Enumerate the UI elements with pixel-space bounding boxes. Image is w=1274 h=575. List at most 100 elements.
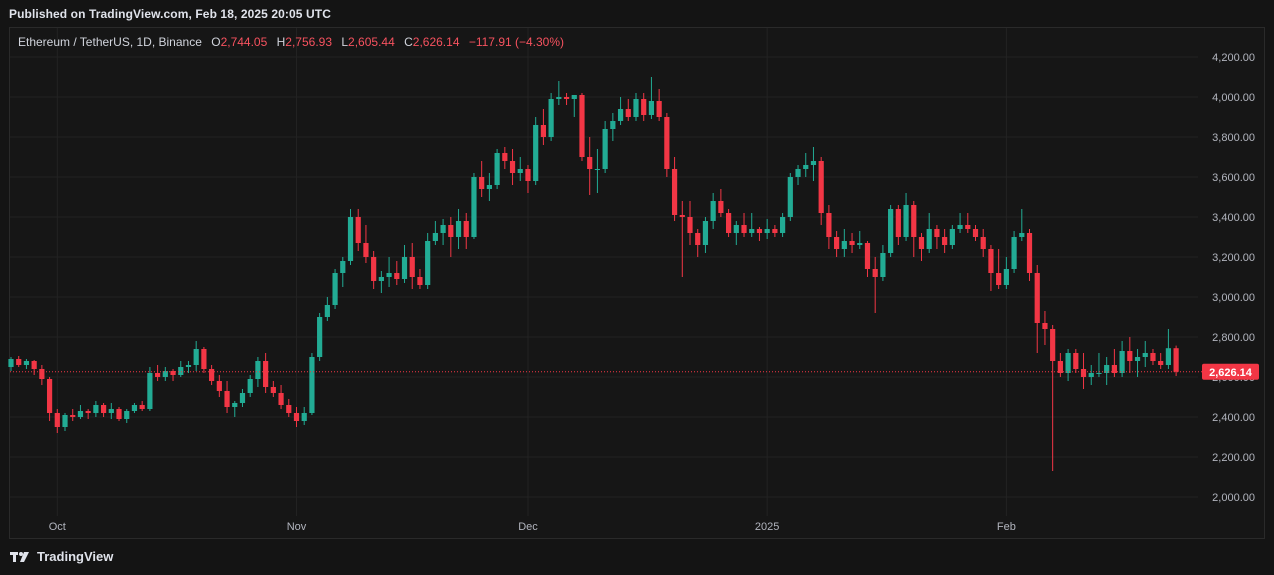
candle <box>648 77 655 119</box>
close-value: 2,626.14 <box>412 35 460 49</box>
price-tick-label: 2,400.00 <box>1212 412 1255 424</box>
candle-body <box>1050 329 1056 361</box>
candle <box>980 229 986 257</box>
candle-body <box>185 365 192 367</box>
candle <box>1142 341 1148 367</box>
candle <box>124 409 130 423</box>
candle <box>903 193 909 241</box>
candle <box>394 261 400 285</box>
last-price-label: 2,626.14 <box>1209 367 1253 379</box>
symbol-legend: Ethereum / TetherUS, 1D, Binance O2,744.… <box>18 35 564 49</box>
candle-body <box>725 213 732 233</box>
candle-body <box>486 185 492 189</box>
candle <box>301 407 307 425</box>
price-tick-label: 3,200.00 <box>1212 252 1255 264</box>
candle <box>803 153 809 177</box>
candle-body <box>494 153 500 185</box>
candle-body <box>409 257 415 277</box>
candle-body <box>293 413 300 421</box>
candle <box>633 93 639 121</box>
candle-body <box>85 411 91 413</box>
price-axis: 2,000.002,200.002,400.002,600.002,800.00… <box>1212 52 1255 504</box>
candle <box>718 189 724 217</box>
candle <box>687 201 693 245</box>
candle-body <box>533 125 539 181</box>
candle <box>695 229 701 257</box>
candle-body <box>386 273 392 277</box>
last-price-marker: 2,626.14 <box>10 363 1259 380</box>
candle <box>1011 231 1017 273</box>
candle <box>911 201 917 257</box>
price-tick-label: 3,600.00 <box>1212 172 1255 184</box>
candle <box>116 407 122 421</box>
time-tick-label: Nov <box>287 521 307 533</box>
close-label: C <box>404 35 413 49</box>
candle-body <box>903 205 909 237</box>
candle-body <box>278 393 284 405</box>
candle <box>232 401 238 417</box>
candle-series <box>8 77 1179 471</box>
candle-body <box>625 109 631 117</box>
candle <box>347 209 354 265</box>
candle-body <box>77 411 84 417</box>
candle-body <box>440 225 446 233</box>
low-label: L <box>341 35 349 49</box>
chart-pane[interactable] <box>9 27 1265 539</box>
candle-body <box>371 257 377 281</box>
candle-body <box>934 229 940 237</box>
candle-body <box>432 233 438 241</box>
candle-body <box>209 369 215 381</box>
candle-body <box>918 237 925 249</box>
candle-body <box>309 357 315 413</box>
candle <box>656 89 662 121</box>
candle <box>610 113 616 141</box>
candle <box>895 205 901 245</box>
candle <box>849 233 855 253</box>
candle <box>571 95 577 117</box>
candle <box>455 209 462 249</box>
candle <box>425 233 431 289</box>
candle-body <box>216 381 222 391</box>
candle-body <box>239 393 246 403</box>
candle <box>178 361 184 377</box>
candle <box>671 157 678 221</box>
candle-body <box>864 243 871 269</box>
candle <box>386 257 392 287</box>
footer-brand[interactable]: TradingView <box>10 549 113 564</box>
candle-body <box>980 237 986 249</box>
candle <box>16 356 22 367</box>
candle-body <box>93 405 99 413</box>
candle-body <box>695 233 701 245</box>
candle-body <box>502 153 508 161</box>
candle-body <box>1096 373 1102 374</box>
candle <box>255 357 261 387</box>
candle <box>247 375 253 397</box>
candle-body <box>664 117 670 169</box>
candle <box>77 405 84 419</box>
candle-body <box>942 237 948 245</box>
candle-body <box>1165 348 1171 365</box>
candle <box>888 205 894 257</box>
candle-body <box>617 109 624 121</box>
candle <box>494 149 500 189</box>
candle <box>263 353 269 393</box>
time-tick-label: Dec <box>518 521 538 533</box>
candle <box>239 389 246 407</box>
candle-body <box>702 221 709 245</box>
price-tick-label: 3,000.00 <box>1212 292 1255 304</box>
candle <box>602 121 608 173</box>
candle <box>293 407 300 427</box>
candle <box>741 213 747 237</box>
candle <box>1119 341 1125 377</box>
candle <box>170 369 176 381</box>
candle <box>880 245 886 281</box>
open-label: O <box>211 35 221 49</box>
candle-body <box>355 217 361 243</box>
candle-body <box>417 277 423 285</box>
time-tick-label: Oct <box>49 521 66 533</box>
candle-body <box>455 221 462 237</box>
candle <box>432 221 438 245</box>
symbol-title: Ethereum / TetherUS, 1D, Binance <box>18 35 202 49</box>
candle-body <box>540 125 547 137</box>
